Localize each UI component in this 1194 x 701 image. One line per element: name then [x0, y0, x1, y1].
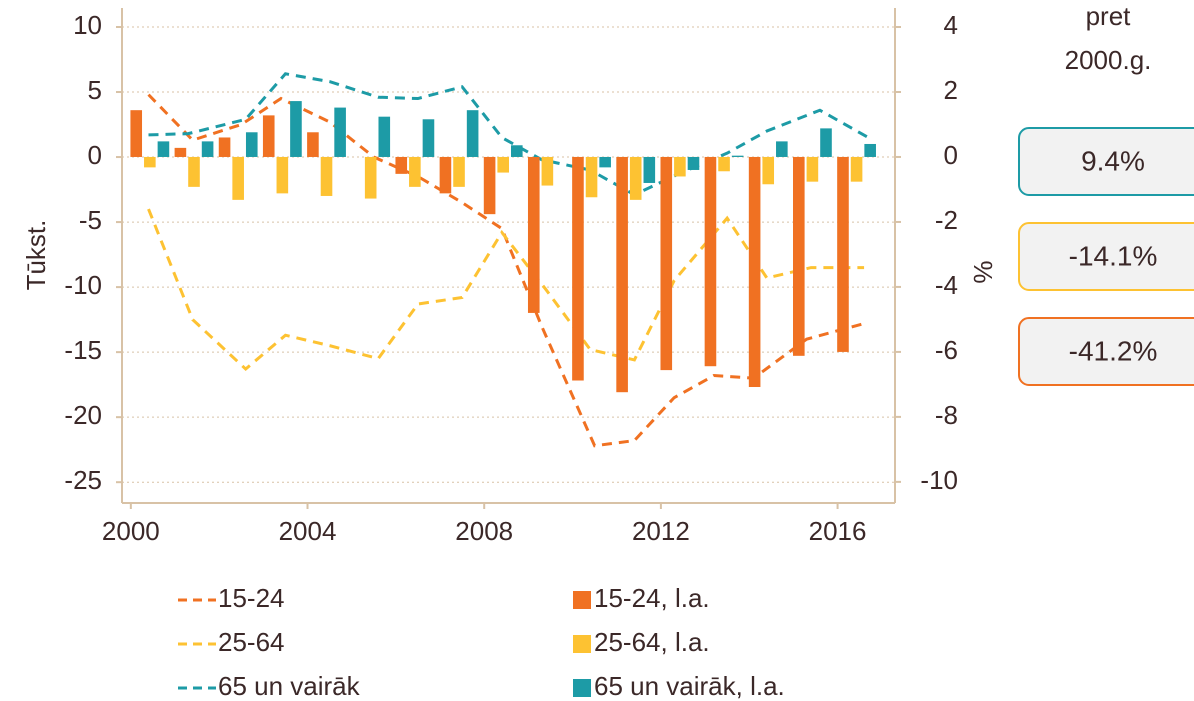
- bar: [762, 156, 775, 185]
- bar: [660, 156, 673, 371]
- bar: [307, 132, 319, 157]
- bar: [276, 156, 289, 194]
- bar: [188, 156, 200, 187]
- bar: [466, 110, 479, 157]
- bar: [718, 156, 730, 172]
- value-box: [1018, 127, 1194, 196]
- bar: [806, 156, 819, 182]
- y-tick-label: 0: [88, 140, 102, 170]
- x-tick-label: 2012: [632, 516, 690, 546]
- bar: [364, 156, 377, 199]
- bar: [334, 107, 346, 157]
- bar: [850, 156, 863, 182]
- y2-tick-label: 2: [944, 75, 958, 105]
- bar: [510, 145, 523, 157]
- bar: [837, 156, 849, 352]
- bar: [130, 110, 143, 157]
- bar: [201, 141, 214, 157]
- y-tick-label: -10: [64, 270, 102, 300]
- legend-label: 25-64: [218, 627, 285, 657]
- value-box: [1018, 317, 1194, 386]
- x-tick-label: 2004: [279, 516, 337, 546]
- bar: [144, 156, 156, 168]
- bar: [483, 156, 496, 215]
- legend-label: 15-24: [218, 583, 285, 613]
- y2-tick-label: -6: [935, 335, 958, 365]
- legend-label: 65 un vairāk, l.a.: [594, 671, 785, 701]
- bar: [687, 156, 700, 170]
- y2-tick-label: 0: [944, 140, 958, 170]
- bar: [218, 137, 231, 157]
- y2-tick-label: -4: [935, 270, 958, 300]
- line: [148, 72, 874, 197]
- bar: [245, 132, 258, 157]
- y-tick-label: 5: [88, 75, 102, 105]
- y-axis-label: Tūkst.: [21, 220, 51, 291]
- bar: [527, 156, 540, 313]
- side-note: 2000.g.: [1065, 45, 1152, 75]
- value-box: [1018, 222, 1194, 291]
- legend-label: 15-24, l.a.: [594, 583, 710, 613]
- bar: [792, 156, 805, 356]
- bar: [776, 141, 788, 157]
- bar: [422, 119, 435, 157]
- bar: [599, 156, 611, 168]
- bar: [731, 155, 744, 157]
- y2-axis-label: %: [968, 260, 998, 283]
- bar: [320, 156, 333, 196]
- bar: [497, 156, 509, 173]
- x-tick-label: 2016: [809, 516, 867, 546]
- bar: [395, 156, 408, 174]
- legend-swatch: [573, 679, 591, 697]
- y2-tick-label: 4: [944, 10, 958, 40]
- bar: [541, 156, 554, 186]
- value-box-label: 9.4%: [1081, 145, 1145, 176]
- y2-tick-label: -10: [920, 465, 958, 495]
- side-note: pret: [1086, 1, 1132, 31]
- bar: [262, 115, 275, 157]
- bar: [704, 156, 717, 367]
- x-tick-label: 2008: [455, 516, 513, 546]
- y-tick-label: -20: [64, 400, 102, 430]
- bar: [585, 156, 598, 198]
- bar: [674, 156, 686, 177]
- y-tick-label: 10: [73, 10, 102, 40]
- y-tick-label: -15: [64, 335, 102, 365]
- bar: [572, 156, 584, 381]
- bar: [378, 116, 391, 157]
- bar: [820, 128, 832, 157]
- bar: [748, 156, 761, 388]
- y-tick-label: -5: [79, 205, 102, 235]
- legend-label: 25-64, l.a.: [594, 627, 710, 657]
- legend-label: 65 un vairāk: [218, 671, 361, 701]
- y2-tick-label: -8: [935, 400, 958, 430]
- bar: [439, 156, 452, 194]
- value-box-label: -14.1%: [1069, 240, 1158, 271]
- value-box-label: -41.2%: [1069, 335, 1158, 366]
- bar: [629, 156, 642, 200]
- bar: [409, 156, 421, 187]
- bar: [864, 143, 876, 157]
- legend-swatch: [573, 591, 591, 609]
- bar: [157, 141, 170, 157]
- legend-swatch: [573, 635, 591, 653]
- bar: [290, 101, 302, 157]
- y-tick-label: -25: [64, 465, 102, 495]
- bar: [174, 147, 187, 157]
- bar: [643, 156, 656, 183]
- bar: [616, 156, 628, 393]
- line: [147, 208, 865, 372]
- y2-tick-label: -2: [935, 205, 958, 235]
- bar: [232, 156, 244, 200]
- x-tick-label: 2000: [102, 516, 160, 546]
- bar: [453, 156, 465, 187]
